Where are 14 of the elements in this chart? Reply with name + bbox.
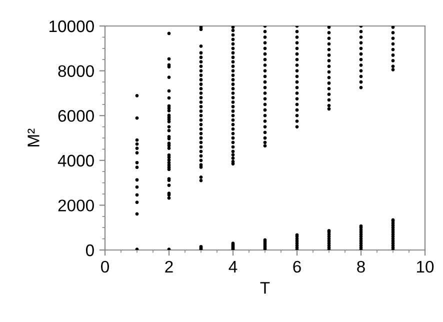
x-tick-label: 0	[101, 260, 109, 273]
y-tick-label: 6000	[58, 110, 94, 122]
y-tick-label: 0	[86, 244, 94, 256]
y-tick-label: 8000	[58, 65, 94, 78]
x-tick-label: 2	[165, 260, 173, 272]
x-tick-label: 6	[293, 260, 301, 273]
x-tick-label: 4	[228, 261, 238, 272]
y-axis-title: M²	[28, 128, 40, 146]
x-tick-label: 10	[417, 260, 434, 273]
y-tick-label: 4000	[58, 154, 94, 167]
x-tick-label: 8	[357, 260, 365, 273]
y-tick-label: 2000	[58, 200, 94, 212]
y-tick-label: 10000	[50, 20, 94, 32]
x-axis-title: T	[260, 282, 270, 294]
